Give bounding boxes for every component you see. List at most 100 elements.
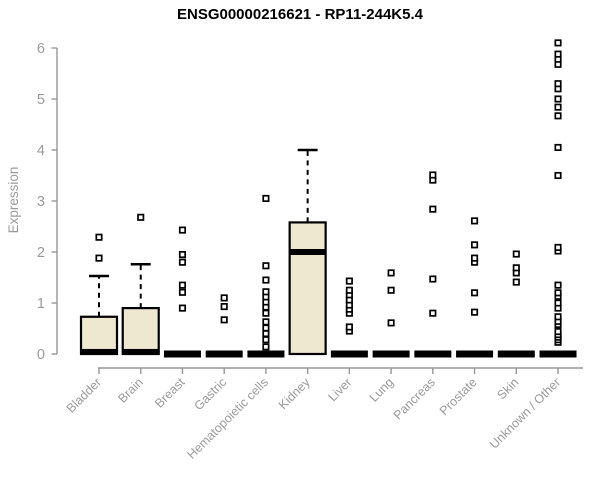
y-tick-label: 0 — [37, 347, 45, 363]
x-tick-label: Brain — [115, 375, 146, 406]
outlier-point — [554, 299, 562, 307]
outlier-point — [262, 318, 270, 326]
y-tick-label: 5 — [37, 92, 45, 108]
flat-box — [247, 350, 285, 358]
outlier-point — [554, 95, 562, 103]
outlier-point — [262, 324, 270, 332]
outlier-point — [137, 213, 145, 221]
y-tick-label: 4 — [37, 143, 45, 159]
outlier-point — [178, 258, 187, 266]
x-tick-label: Pancreas — [391, 375, 438, 422]
outlier-point — [512, 250, 520, 258]
outlier-point — [345, 277, 353, 285]
box-body — [121, 307, 160, 356]
outlier-point — [178, 251, 187, 259]
outlier-point — [262, 330, 270, 338]
outlier-point — [554, 328, 562, 336]
x-tick-label: Gastric — [191, 375, 229, 413]
outlier-point — [471, 254, 479, 262]
outlier-point — [554, 289, 562, 297]
y-tick-label: 3 — [37, 194, 45, 210]
boxplot-group — [247, 194, 285, 358]
outlier-point — [262, 288, 270, 296]
boxplot-group — [79, 233, 119, 356]
outlier-point — [262, 276, 270, 284]
x-tick-label: Unknown / Other — [487, 375, 563, 451]
flat-box — [205, 350, 243, 358]
flat-box — [497, 350, 535, 358]
box-body — [288, 221, 327, 356]
y-tick-label: 6 — [37, 41, 45, 57]
outlier-point — [429, 309, 437, 317]
outlier-point — [262, 336, 270, 344]
boxplot-group — [163, 226, 201, 358]
outlier-point — [554, 50, 562, 58]
flat-box — [456, 350, 494, 358]
outlier-point — [345, 286, 353, 294]
outlier-point — [471, 289, 479, 297]
boxplot-group — [497, 250, 535, 358]
outlier-point — [178, 226, 187, 234]
flat-box — [414, 350, 452, 358]
x-tick-label: Lung — [367, 375, 397, 405]
outlier-point — [554, 39, 562, 47]
outlier-point — [262, 194, 270, 203]
outlier-point — [262, 343, 270, 351]
flat-box — [372, 350, 410, 358]
median-line — [289, 249, 326, 255]
median-line — [122, 348, 159, 355]
outlier-point — [554, 103, 562, 111]
outlier-point — [220, 294, 228, 302]
outlier-point — [387, 269, 395, 277]
y-tick-label: 1 — [37, 296, 45, 312]
y-tick-label: 2 — [37, 245, 45, 261]
median-line — [81, 348, 117, 355]
x-tick-label: Hematopoietic cells — [184, 375, 271, 462]
outlier-point — [512, 264, 520, 272]
outlier-point — [554, 171, 562, 180]
flat-box — [330, 350, 368, 358]
outlier-point — [178, 281, 187, 289]
outlier-point — [429, 205, 437, 213]
boxplot-group — [539, 39, 577, 358]
outlier-point — [178, 288, 187, 296]
x-tick-label: Kidney — [276, 375, 313, 412]
outlier-point — [262, 309, 270, 317]
x-tick-label: Prostate — [437, 375, 480, 418]
outlier-point — [95, 254, 103, 262]
boxplot-group — [330, 277, 368, 358]
flat-box — [539, 350, 577, 358]
outlier-point — [471, 308, 479, 316]
outlier-point — [554, 313, 562, 321]
outlier-point — [471, 217, 479, 225]
outlier-point — [554, 243, 562, 251]
boxplot-group — [414, 171, 452, 358]
outlier-point — [220, 316, 228, 324]
chart-title: ENSG00000216621 - RP11-244K5.4 — [176, 6, 423, 23]
outlier-point — [554, 112, 562, 120]
outlier-point — [471, 241, 479, 249]
outlier-point — [220, 303, 228, 311]
boxplot-group — [121, 213, 160, 356]
outlier-point — [387, 319, 395, 327]
outlier-point — [95, 233, 103, 241]
outlier-point — [554, 80, 562, 88]
x-tick-label: Breast — [152, 375, 188, 411]
outlier-point — [387, 286, 395, 294]
x-tick-label: Liver — [325, 375, 354, 404]
outlier-point — [512, 278, 520, 286]
boxplot-group — [205, 294, 243, 358]
boxplot-group — [456, 217, 494, 358]
x-tick-label: Bladder — [64, 375, 104, 415]
boxplot-group — [288, 148, 327, 356]
outlier-point — [429, 171, 437, 179]
outlier-point — [178, 304, 187, 312]
box-body — [79, 315, 119, 356]
outlier-point — [554, 281, 562, 289]
outlier-point — [262, 262, 270, 270]
x-tick-label: Skin — [494, 375, 521, 402]
outlier-point — [429, 275, 437, 283]
outlier-point — [345, 323, 353, 331]
